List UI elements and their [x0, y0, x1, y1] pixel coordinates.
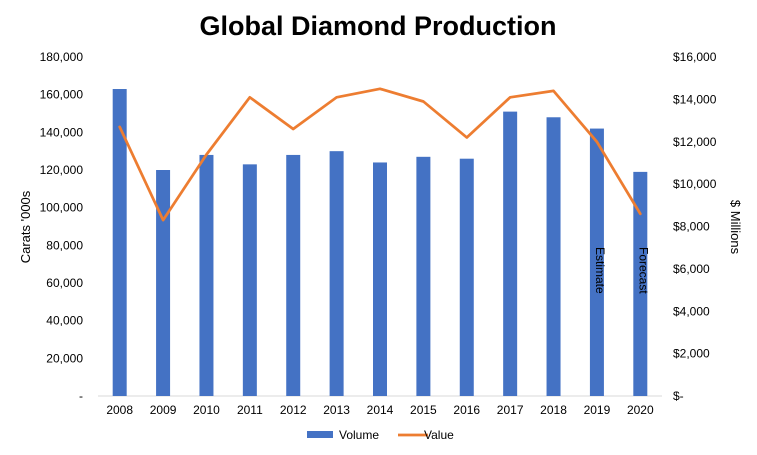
bar-volume-2011: [242, 164, 257, 396]
y-tick-label-right: $-: [673, 389, 684, 403]
x-tick-label: 2011: [237, 403, 263, 417]
y-tick-label-left: -: [79, 389, 83, 403]
bar-volume-2014: [373, 162, 387, 396]
x-tick-label: 2012: [280, 403, 307, 417]
y-axis-title-left: Carats '000s: [18, 190, 33, 263]
x-tick-label: 2013: [323, 403, 350, 417]
x-tick-label: 2008: [106, 403, 133, 417]
y-tick-label-left: 80,000: [46, 238, 83, 252]
y-tick-label-right: $8,000: [673, 220, 710, 234]
x-tick-label: 2017: [497, 403, 524, 417]
bar-volume-2015: [416, 156, 431, 396]
bar-volume-2020: [633, 171, 648, 396]
x-tick-label: 2010: [193, 403, 220, 417]
annotation-forecast: Forecast: [636, 247, 650, 294]
legend-label-volume: Volume: [339, 428, 379, 442]
bar-volume-2009: [156, 170, 171, 396]
y-tick-label-right: $16,000: [673, 50, 717, 64]
y-tick-label-left: 140,000: [40, 125, 84, 139]
y-tick-label-left: 160,000: [40, 88, 84, 102]
bar-volume-2016: [459, 158, 474, 396]
legend-swatch-volume: [307, 431, 333, 438]
plot-area: - 20,000 40,000 60,000 80,000 100,000 120,000 1…: [40, 50, 717, 417]
legend: Volume Value: [307, 428, 454, 442]
bar-volume-2008: [112, 89, 127, 397]
y-tick-label-right: $2,000: [673, 347, 710, 361]
y-tick-label-right: $4,000: [673, 304, 710, 318]
y-tick-label-left: 100,000: [40, 201, 84, 215]
x-tick-label: 2020: [627, 403, 654, 417]
x-tick-label: 2009: [150, 403, 177, 417]
bar-volume-2018: [546, 117, 561, 397]
y-tick-label-right: $10,000: [673, 177, 717, 191]
x-tick-label: 2018: [540, 403, 567, 417]
x-tick-label: 2019: [584, 403, 611, 417]
bar-volume-2012: [286, 154, 301, 396]
y-tick-label-left: 60,000: [46, 276, 83, 290]
y-tick-label-left: 40,000: [46, 314, 83, 328]
y-tick-label-right: $6,000: [673, 262, 710, 276]
x-tick-label: 2014: [367, 403, 394, 417]
y-tick-label-left: 120,000: [40, 163, 84, 177]
y-tick-label-right: $14,000: [673, 92, 717, 106]
bar-volume-2019: [589, 128, 604, 397]
chart-title: Global Diamond Production: [200, 11, 557, 41]
legend-label-value: Value: [424, 428, 454, 442]
y-axis-title-right: $ Millions: [728, 200, 743, 255]
bar-volume-2013: [329, 151, 344, 396]
y-tick-label-left: 180,000: [40, 50, 84, 64]
y-tick-label-right: $12,000: [673, 135, 717, 149]
y-tick-label-left: 20,000: [46, 351, 83, 365]
x-tick-label: 2016: [453, 403, 480, 417]
annotation-estimate: Estimate: [593, 247, 607, 294]
x-tick-label: 2015: [410, 403, 437, 417]
bar-volume-2017: [503, 111, 518, 396]
bar-volume-2010: [199, 154, 214, 396]
